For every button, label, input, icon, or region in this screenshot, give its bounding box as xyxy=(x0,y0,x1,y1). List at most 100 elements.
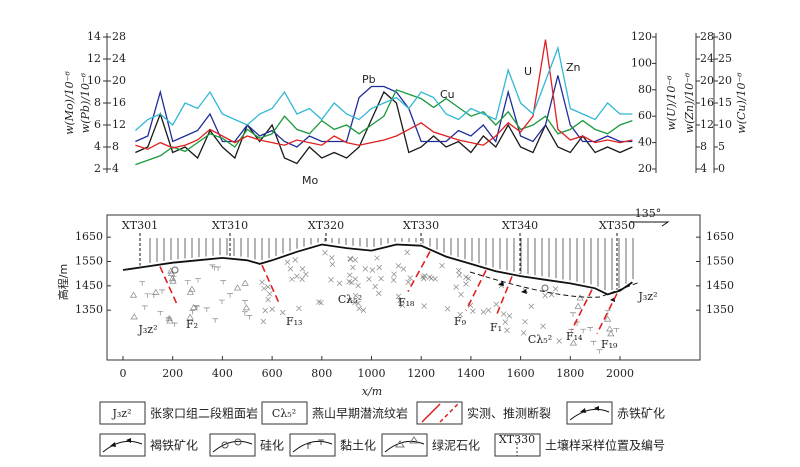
y-tick-label: 1550 xyxy=(75,255,103,268)
alteration-boundary xyxy=(469,271,641,298)
unit-label: J₃z² xyxy=(637,290,657,303)
rhyolite-mark xyxy=(260,318,267,325)
legend-symbol: J₃z² xyxy=(111,407,131,420)
sample-label: XT330 xyxy=(403,219,439,232)
rhyolite-mark xyxy=(352,292,359,299)
rhyolite-mark xyxy=(404,249,411,256)
y-tick-label: 30 xyxy=(718,30,732,43)
section-frame xyxy=(106,214,701,361)
trachyte-mark xyxy=(192,305,199,310)
legend-limonite-mark xyxy=(110,438,131,447)
y-tick-label: 15 xyxy=(718,96,732,109)
series-label: Mo xyxy=(302,174,318,187)
y-tick-label: 28 xyxy=(112,30,126,43)
rhyolite-mark xyxy=(262,307,268,314)
trachyte-mark xyxy=(189,310,196,315)
chlorite-mark xyxy=(569,339,578,346)
silica-mark xyxy=(541,284,549,292)
y-tick-label: 0 xyxy=(718,162,725,175)
y-tick-label: 80 xyxy=(638,83,652,96)
y-axis-title: 高程/m xyxy=(56,264,70,300)
chlorite-mark xyxy=(130,313,138,320)
trachyte-mark xyxy=(165,317,172,322)
rhyolite-mark xyxy=(279,309,286,316)
x-tick-label: 800 xyxy=(311,367,332,380)
y-tick-label: 120 xyxy=(631,30,652,43)
legend-label: 燕山早期潜流纹岩 xyxy=(312,406,408,421)
axis-title: w(Pb)/10⁻⁶ xyxy=(79,72,92,133)
sample-label: XT340 xyxy=(502,219,538,232)
y-tick-label: 16 xyxy=(700,96,714,109)
unit-label: J₃z² xyxy=(137,323,157,336)
legend-label: 土壤样采样位置及编号 xyxy=(545,438,665,453)
series-label: Zn xyxy=(566,61,581,74)
trachyte-mark xyxy=(144,293,151,298)
rhyolite-mark xyxy=(322,249,328,256)
rhyolite-mark xyxy=(463,281,469,287)
y-tick-label: 16 xyxy=(112,96,126,109)
trachyte-mark xyxy=(227,293,234,298)
axis-title: w(Mo)/10⁻⁶ xyxy=(63,71,76,135)
y-tick-label: 25 xyxy=(718,52,732,65)
rhyolite-mark xyxy=(294,273,300,280)
x-tick-label: 1200 xyxy=(407,367,435,380)
series-label: Pb xyxy=(362,73,376,86)
rhyolite-mark xyxy=(346,278,352,285)
y-tick-label: 2 xyxy=(94,162,101,175)
legend-label: 硅化 xyxy=(260,439,284,453)
y-tick-label: 8 xyxy=(112,140,119,153)
legend-clay xyxy=(292,440,333,453)
chlorite-mark xyxy=(168,275,177,282)
rhyolite-mark xyxy=(395,293,402,300)
rhyolite-mark xyxy=(420,275,427,282)
legend-label: 褐铁矿化 xyxy=(150,438,198,453)
rhyolite-mark xyxy=(265,296,271,303)
y-tick-label: 14 xyxy=(87,30,101,43)
fault-label: F₉ xyxy=(454,315,467,328)
x-tick-label: 600 xyxy=(262,367,283,380)
rhyolite-mark xyxy=(261,285,267,292)
legend-box xyxy=(566,401,613,425)
chlorite-mark xyxy=(606,325,614,332)
rhyolite-mark xyxy=(391,271,397,277)
trachyte-mark xyxy=(569,312,576,317)
rhyolite-mark xyxy=(347,256,354,262)
rhyolite-mark xyxy=(376,264,383,271)
rhyolite-mark xyxy=(355,282,361,289)
rhyolite-mark xyxy=(376,290,382,297)
rhyolite-mark xyxy=(347,272,353,278)
y-tick-label: 60 xyxy=(638,109,652,122)
rhyolite-mark xyxy=(502,319,509,325)
chlorite-mark xyxy=(607,330,615,337)
rhyolite-mark xyxy=(556,338,562,344)
trachyte-mark xyxy=(220,280,227,285)
trachyte-mark xyxy=(246,315,253,320)
legend-box xyxy=(261,401,308,425)
rhyolite-mark xyxy=(355,300,361,306)
sample-label: XT320 xyxy=(308,219,344,232)
legend-symbol: XT330 xyxy=(499,433,535,446)
chlorite-mark xyxy=(186,288,195,295)
silica-mark xyxy=(171,266,179,274)
x-tick-label: 400 xyxy=(212,367,233,380)
rhyolite-mark xyxy=(328,255,335,261)
legend-box xyxy=(99,433,146,457)
rhyolite-mark xyxy=(540,323,546,330)
y-tick-label: 5 xyxy=(718,140,725,153)
rhyolite-mark xyxy=(350,264,356,271)
rhyolite-mark xyxy=(369,267,376,273)
trachyte-mark xyxy=(568,328,575,334)
y-tick-label: 8 xyxy=(94,96,101,109)
rhyolite-mark xyxy=(390,277,397,283)
rhyolite-mark xyxy=(336,280,343,287)
trachyte-mark xyxy=(212,318,219,323)
rhyolite-mark xyxy=(303,271,309,278)
rhyolite-mark xyxy=(352,276,359,282)
series-label: U xyxy=(524,65,532,78)
axis-title: w(Cu)/10⁻⁶ xyxy=(735,72,748,134)
trachyte-mark xyxy=(141,305,148,310)
legend-symbol: Cλ₅² xyxy=(272,407,296,420)
sample-label: XT350 xyxy=(599,219,635,232)
rhyolite-mark xyxy=(329,261,336,268)
